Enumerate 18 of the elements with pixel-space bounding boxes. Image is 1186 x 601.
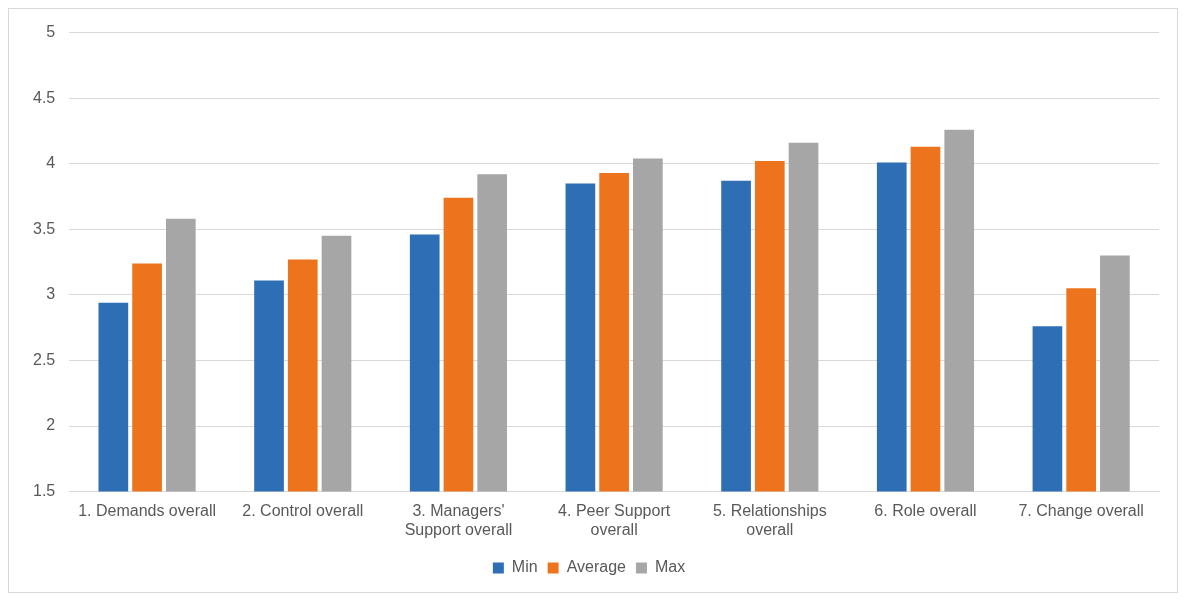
y-tick-label: 1.5 xyxy=(32,482,56,500)
x-tick-label: 3. Managers' Support overall xyxy=(404,501,513,538)
y-tick-label: 4.5 xyxy=(32,88,56,106)
y-tick-label: 4 xyxy=(46,154,56,172)
x-tick-label: 7. Change overall xyxy=(1018,501,1144,519)
y-tick-label: 3.5 xyxy=(32,219,56,237)
x-tick-label: 2. Control overall xyxy=(242,501,364,519)
legend-label: Average xyxy=(566,558,627,576)
x-tick-label: 6. Role overall xyxy=(874,501,977,519)
legend-label: Min xyxy=(511,558,538,576)
legend-label: Max xyxy=(654,558,686,576)
x-tick-label: 4. Peer Support overall xyxy=(558,501,671,538)
y-tick-label: 2.5 xyxy=(32,350,56,368)
x-tick-label: 5. Relationships overall xyxy=(712,501,827,538)
x-tick-label: 1. Demands overall xyxy=(78,501,216,519)
y-tick-label: 3 xyxy=(46,285,56,303)
y-tick-label: 5 xyxy=(46,23,56,41)
y-tick-label: 2 xyxy=(46,416,56,434)
